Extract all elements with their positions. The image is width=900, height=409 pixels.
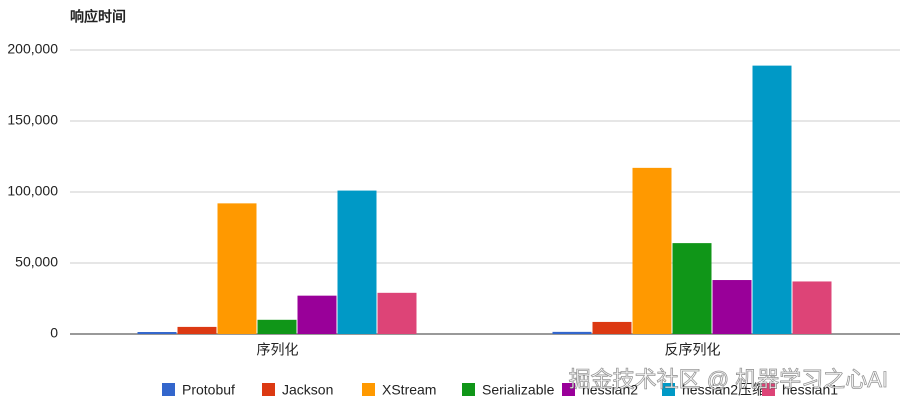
- bar: [712, 280, 752, 334]
- legend-swatch: [362, 383, 375, 396]
- watermark: 掘金技术社区 @ 机器学习之心AI: [569, 367, 888, 392]
- bar: [792, 281, 832, 334]
- bar: [672, 243, 712, 334]
- y-tick-label: 100,000: [7, 183, 58, 199]
- y-tick-label: 200,000: [7, 41, 58, 57]
- legend-label: hessian1: [782, 382, 838, 398]
- bar: [552, 331, 592, 334]
- bar: [337, 190, 377, 334]
- legend-label: XStream: [382, 382, 436, 398]
- chart-title: 响应时间: [70, 9, 126, 25]
- legend-swatch: [262, 383, 275, 396]
- bar: [752, 65, 792, 335]
- bar: [592, 321, 632, 334]
- bar: [297, 295, 337, 334]
- y-tick-label: 0: [50, 325, 58, 341]
- legend-label: hessian2压缩: [682, 382, 766, 398]
- bar: [632, 167, 672, 334]
- x-tick-label: 反序列化: [665, 342, 721, 358]
- legend-label: Protobuf: [182, 382, 235, 398]
- bar: [137, 332, 177, 334]
- y-tick-label: 150,000: [7, 112, 58, 128]
- legend-swatch: [662, 383, 675, 396]
- legend-swatch: [762, 383, 775, 396]
- x-tick-label: 序列化: [257, 342, 299, 358]
- legend-label: hessian2: [582, 382, 638, 398]
- bar: [257, 319, 297, 334]
- bar: [177, 326, 217, 334]
- legend-label: Serializable: [482, 382, 555, 398]
- bar: [217, 203, 257, 334]
- legend-label: Jackson: [282, 382, 333, 398]
- y-tick-label: 50,000: [15, 254, 58, 270]
- legend-swatch: [562, 383, 575, 396]
- legend-swatch: [462, 383, 475, 396]
- bar: [377, 292, 417, 334]
- legend-swatch: [162, 383, 175, 396]
